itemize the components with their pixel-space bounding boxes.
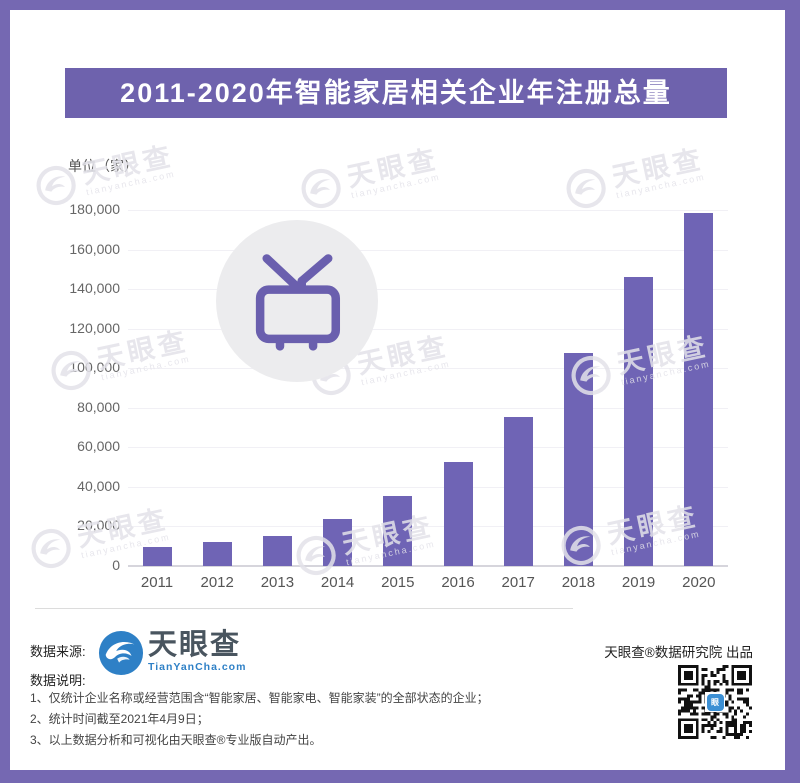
y-axis-tick-label: 0 <box>112 557 120 573</box>
gridline <box>128 210 728 211</box>
y-axis-unit-label: 单位（家） <box>68 158 138 174</box>
x-axis-tick-label: 2016 <box>441 574 475 591</box>
plot-area: 0 20,000 40,000 60,000 80,000 100,000 120,000 1… <box>69 201 728 591</box>
y-axis-tick-label: 100,000 <box>69 359 120 376</box>
x-axis-tick-label: 2018 <box>561 574 596 591</box>
qr-center-logo-glyph: 眼 <box>706 693 724 711</box>
x-axis-tick-label: 2012 <box>200 574 234 591</box>
bar-2011 <box>142 546 172 566</box>
gridline <box>128 447 728 449</box>
bar-2012 <box>202 542 232 566</box>
gridline <box>128 486 728 488</box>
y-axis-tick-label: 80,000 <box>77 398 120 415</box>
bar-2016 <box>443 461 473 566</box>
x-axis-tick-label: 2015 <box>381 574 415 591</box>
chart-title: 2011-2020年智能家居相关企业年注册总量 <box>120 78 672 108</box>
gridline <box>128 368 728 370</box>
gridline <box>128 289 728 291</box>
content-card: 2011-2020年智能家居相关企业年注册总量 单位（家） 天眼查 tianyan… <box>10 10 785 770</box>
tv-badge <box>216 220 378 382</box>
credit-text: 天眼查®数据研究院 出品 <box>604 645 753 660</box>
y-axis-tick-label: 20,000 <box>77 517 120 534</box>
watermark-domain-text: tianyancha.com <box>615 171 707 201</box>
x-axis-tick-label: 2013 <box>260 574 295 591</box>
data-notes-label: 数据说明: <box>30 673 86 688</box>
bar-2013 <box>262 535 292 566</box>
qr-code: 眼 <box>678 665 752 739</box>
watermark-domain-text: tianyancha.com <box>350 171 442 201</box>
data-source-label: 数据来源: <box>30 644 86 659</box>
y-axis-tick-label: 120,000 <box>69 319 120 336</box>
gridline <box>128 328 728 330</box>
footer-divider <box>35 608 573 609</box>
chart-title-banner: 2011-2020年智能家居相关企业年注册总量 <box>65 68 727 118</box>
brand-watermark: 天眼查 tianyancha.com <box>562 144 708 212</box>
data-note: 3、以上数据分析和可视化由天眼查®专业版自动产出。 <box>30 733 322 747</box>
watermark-brand-text: 天眼查 <box>344 143 442 193</box>
x-axis-tick-label: 2011 <box>140 574 174 591</box>
bar-2020 <box>684 213 714 566</box>
logo-text: 天眼查 <box>148 629 242 661</box>
y-axis-tick-label: 40,000 <box>77 477 120 494</box>
x-axis-tick-label: 2020 <box>682 574 716 591</box>
qr-pattern <box>678 665 752 739</box>
x-axis-tick-label: 2017 <box>501 574 535 591</box>
gridline <box>128 249 728 251</box>
bar-2015 <box>383 496 413 566</box>
watermark-brand-text: 天眼查 <box>609 143 707 193</box>
y-axis-tick-label: 180,000 <box>69 201 120 217</box>
bar-2014 <box>323 518 353 566</box>
tianyancha-logo: 天眼查 TianYanCha.com <box>98 630 246 676</box>
gridline <box>128 407 728 409</box>
x-axis-tick-label: 2019 <box>621 574 656 591</box>
logo-domain: TianYanCha.com <box>148 661 247 673</box>
data-note: 2、统计时间截至2021年4月9日； <box>30 712 209 726</box>
x-axis-line <box>128 565 728 567</box>
brand-watermark: 天眼查 tianyancha.com <box>297 144 443 212</box>
watermark-logo-icon <box>566 168 606 209</box>
data-notes-list: 1、仅统计企业名称或经营范围含“智能家居、智能家电、智能家装”的全部状态的企业；… <box>30 688 489 751</box>
bar-2018 <box>563 353 593 566</box>
tv-icon <box>255 254 341 351</box>
y-axis-tick-label: 60,000 <box>77 438 120 455</box>
data-note: 1、仅统计企业名称或经营范围含“智能家居、智能家电、智能家装”的全部状态的企业； <box>30 691 489 705</box>
tianyancha-logo-icon <box>98 630 144 676</box>
gridline <box>128 526 728 528</box>
qr-center-logo: 眼 <box>705 692 725 712</box>
y-axis-tick-label: 140,000 <box>69 280 120 297</box>
watermark-logo-icon <box>301 168 341 209</box>
y-axis-tick-label: 160,000 <box>69 240 120 257</box>
x-axis-tick-label: 2014 <box>320 574 355 591</box>
bar-2017 <box>503 416 533 566</box>
bar-2019 <box>624 276 654 566</box>
